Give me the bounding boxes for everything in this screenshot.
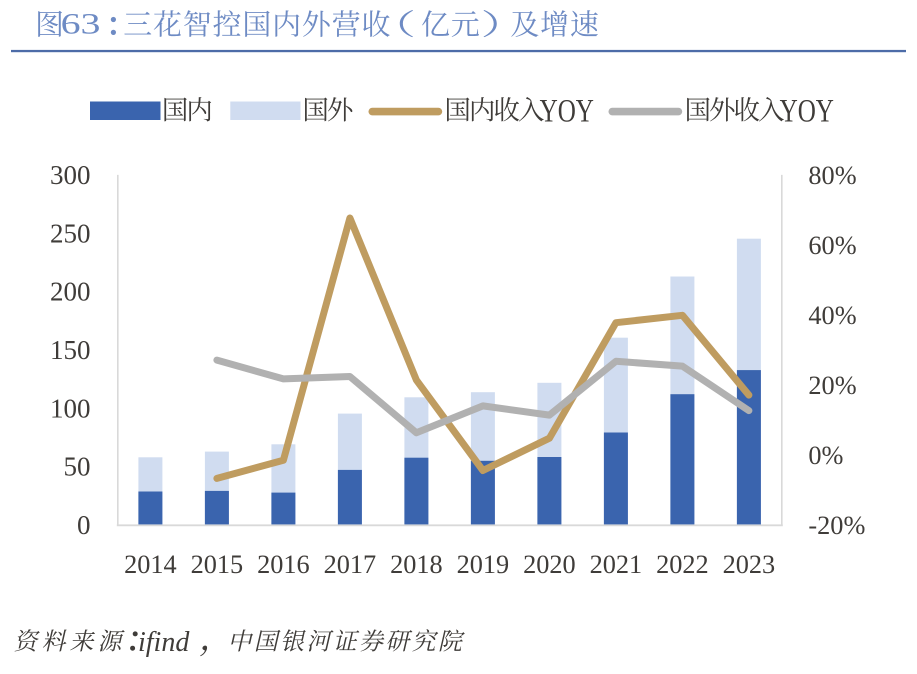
svg-text:2023: 2023 xyxy=(723,550,776,579)
svg-text:2015: 2015 xyxy=(191,550,244,579)
svg-text:2019: 2019 xyxy=(457,550,510,579)
svg-text:250: 250 xyxy=(50,218,91,248)
svg-text:-20%: -20% xyxy=(808,511,865,540)
svg-text:2021: 2021 xyxy=(590,550,643,579)
svg-text:0%: 0% xyxy=(808,441,843,470)
svg-text:150: 150 xyxy=(50,335,91,365)
svg-text:2014: 2014 xyxy=(124,550,177,579)
svg-text:0: 0 xyxy=(77,510,91,540)
svg-text:2020: 2020 xyxy=(523,550,576,579)
svg-text:2022: 2022 xyxy=(656,550,709,579)
svg-text:63: 63 xyxy=(61,7,101,40)
svg-text:80%: 80% xyxy=(808,161,856,190)
svg-text:ifind: ifind xyxy=(138,627,190,658)
svg-text:YOY: YOY xyxy=(540,93,594,129)
svg-text:2018: 2018 xyxy=(390,550,443,579)
svg-text:200: 200 xyxy=(50,277,91,307)
svg-text:40%: 40% xyxy=(808,301,856,330)
svg-text:2016: 2016 xyxy=(257,550,310,579)
svg-text:50: 50 xyxy=(64,452,91,482)
svg-text:YOY: YOY xyxy=(780,93,834,129)
svg-text:60%: 60% xyxy=(808,231,856,260)
svg-text:20%: 20% xyxy=(808,371,856,400)
svg-text:300: 300 xyxy=(50,160,91,190)
svg-text:2017: 2017 xyxy=(324,550,377,579)
svg-text:100: 100 xyxy=(50,393,91,423)
